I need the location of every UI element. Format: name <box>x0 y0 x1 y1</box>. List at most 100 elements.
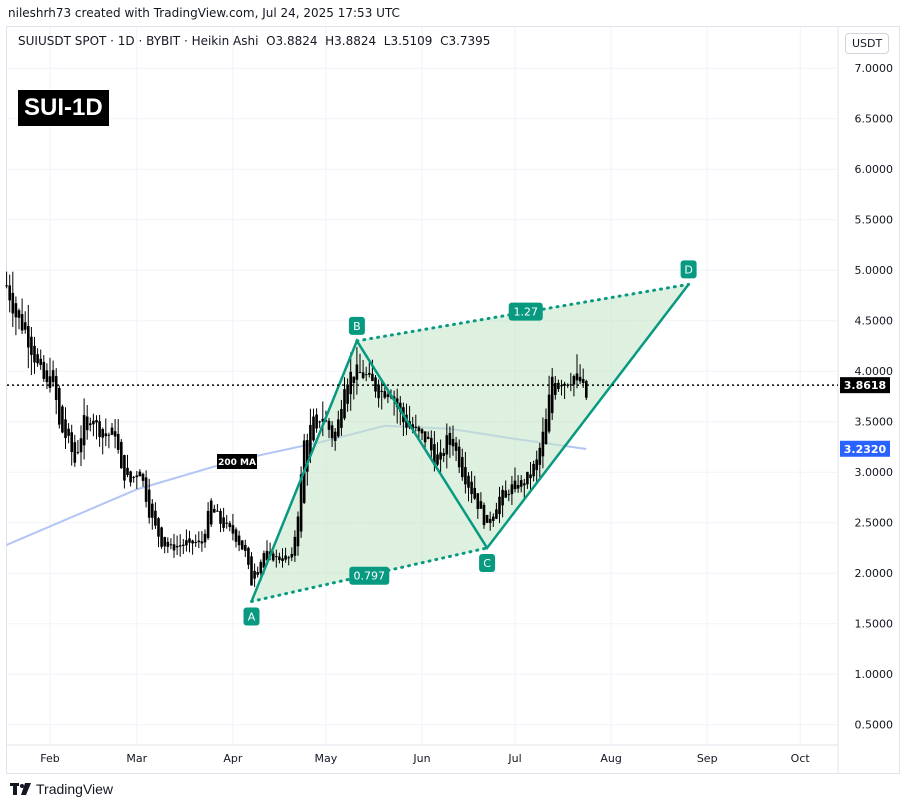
candle-body <box>476 493 480 509</box>
candle <box>39 349 42 370</box>
candle <box>244 539 247 558</box>
candle-body <box>259 561 263 574</box>
candle-body <box>82 415 86 446</box>
pattern-fill-abd <box>251 284 689 602</box>
candle-body <box>358 372 362 374</box>
candle-body <box>439 452 442 460</box>
candle <box>492 513 495 527</box>
candle-body <box>380 390 383 392</box>
candle <box>523 478 526 499</box>
last-price-tag-bg <box>840 377 890 394</box>
candle-body <box>185 540 188 546</box>
candle-body <box>296 516 300 547</box>
candle <box>104 418 108 447</box>
candle-body <box>147 489 151 518</box>
candle-body <box>107 434 111 436</box>
candle <box>423 431 427 450</box>
candle-body <box>343 389 346 419</box>
candle <box>182 538 185 555</box>
candle-body <box>327 420 331 430</box>
candle-body <box>501 489 504 506</box>
candle <box>42 355 46 382</box>
candle-body <box>492 516 495 521</box>
candle <box>364 366 368 382</box>
candle <box>476 493 480 519</box>
candle-body <box>222 517 225 528</box>
candle-body <box>318 421 321 423</box>
candle <box>82 398 86 460</box>
candle-body <box>315 414 318 429</box>
candle-body <box>278 556 281 560</box>
candle-body <box>129 471 132 483</box>
candle-body <box>228 523 232 528</box>
y-tick-label: 6.5000 <box>855 113 894 126</box>
candle <box>361 359 365 380</box>
candle <box>526 471 529 489</box>
candle-body <box>550 376 554 414</box>
candle-body <box>306 440 309 472</box>
x-tick-label: Apr <box>223 752 243 765</box>
candle-body <box>244 544 247 551</box>
candle <box>206 502 210 540</box>
candle-body <box>473 487 476 499</box>
candle-body <box>5 285 8 287</box>
candle-body <box>123 455 126 481</box>
candle <box>275 549 278 568</box>
x-tick-label: May <box>315 752 338 765</box>
candle-body <box>383 391 387 398</box>
candle <box>442 448 445 463</box>
candle <box>510 475 514 505</box>
candle-body <box>482 504 486 526</box>
candle-body <box>225 522 228 524</box>
candle-body <box>144 477 148 502</box>
tradingview-logo-icon <box>10 783 31 795</box>
candle-body <box>73 442 77 463</box>
candle <box>414 414 418 432</box>
candle-body <box>532 463 535 477</box>
candle-body <box>547 394 551 432</box>
candle-body <box>197 540 201 543</box>
candle-body <box>234 529 238 542</box>
candle <box>147 478 151 524</box>
candle <box>166 537 170 553</box>
candle-body <box>321 418 325 422</box>
candle <box>70 424 73 466</box>
point-label-d-text: D <box>684 263 692 276</box>
candle-body <box>51 370 55 383</box>
candle-body <box>95 420 98 423</box>
point-label-d: D <box>680 260 697 279</box>
candle-body <box>194 542 197 544</box>
candle-body <box>250 556 253 586</box>
candle <box>271 551 275 562</box>
x-tick-label: Feb <box>40 752 59 765</box>
candle-body <box>151 503 154 518</box>
candle-body <box>101 429 104 438</box>
candle <box>110 423 114 436</box>
candle <box>278 552 281 564</box>
candle <box>51 360 55 387</box>
candle <box>470 471 473 503</box>
candle-body <box>485 515 489 523</box>
candle-body <box>330 425 334 439</box>
candle <box>318 420 321 429</box>
candle-body <box>67 428 70 436</box>
candle-body <box>445 435 449 455</box>
currency-button[interactable]: USDT <box>845 33 890 54</box>
candle-body <box>538 447 542 465</box>
candle-body <box>219 510 222 524</box>
candle <box>464 451 467 494</box>
candle-body <box>271 553 275 561</box>
candle <box>563 381 566 400</box>
candle-body <box>386 394 390 397</box>
candle-body <box>337 419 340 437</box>
candle-body <box>361 372 365 379</box>
y-tick-label: 1.0000 <box>855 668 894 681</box>
candle-body <box>36 354 39 364</box>
y-tick-label: 1.5000 <box>855 618 894 631</box>
candle-body <box>575 373 579 381</box>
tradingview-logo[interactable]: TradingView <box>10 781 113 797</box>
candle-body <box>157 518 160 537</box>
last-price-tag: 3.8618 <box>844 379 886 392</box>
candle-body <box>411 424 414 430</box>
